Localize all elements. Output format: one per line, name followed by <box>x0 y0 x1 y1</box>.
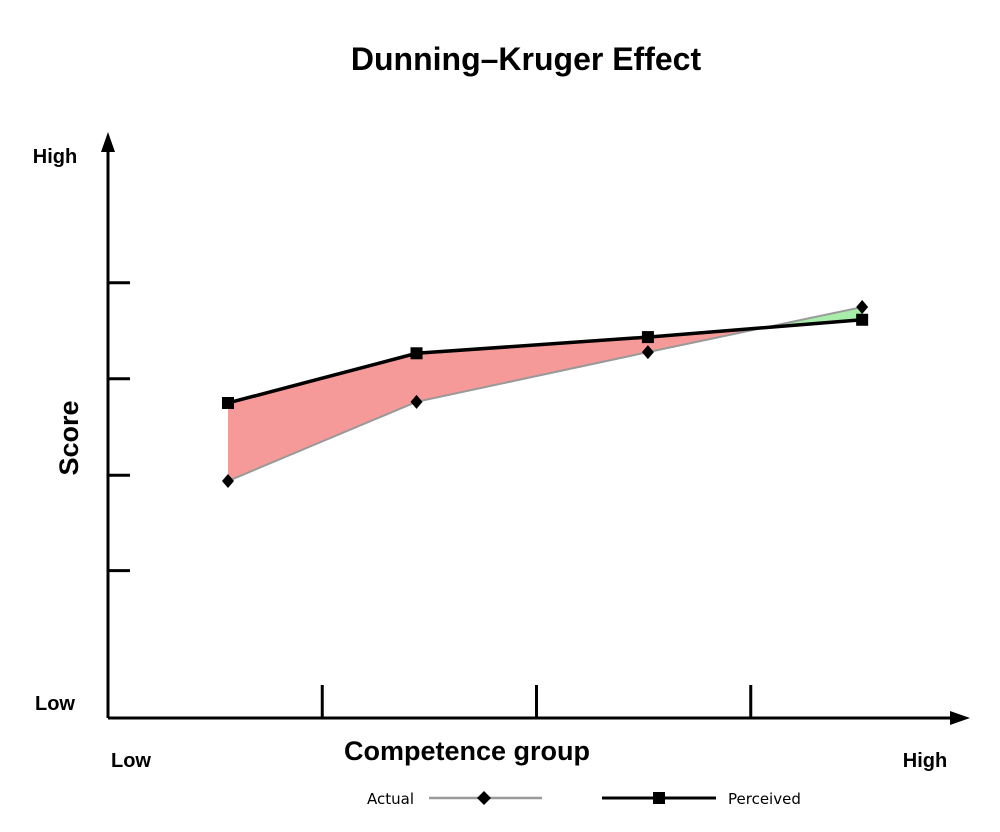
legend-label-perceived: Perceived <box>728 790 801 808</box>
series-line-perceived <box>227 318 863 405</box>
x-axis-title: Competence group <box>344 736 590 766</box>
legend-marker-perceived <box>653 792 665 804</box>
y-axis-title: Score <box>54 400 84 475</box>
x-high-label: High <box>903 750 947 772</box>
y-low-label: Low <box>35 693 75 715</box>
legend-label-actual: Actual <box>367 790 414 808</box>
legend-marker-actual <box>477 791 491 805</box>
data-point-perceived <box>410 347 423 360</box>
data-point-perceived <box>856 313 869 326</box>
data-point-perceived <box>221 396 234 409</box>
data-point-actual <box>410 394 423 409</box>
gap-area <box>227 353 417 482</box>
x-low-label: Low <box>111 750 151 772</box>
y-high-label: High <box>33 146 77 168</box>
data-point-actual <box>641 345 654 360</box>
chart-title: Dunning–Kruger Effect <box>351 41 702 77</box>
x-axis-arrow <box>950 711 970 725</box>
data-point-perceived <box>641 331 654 344</box>
legend: Actual Perceived <box>367 790 801 808</box>
data-point-actual <box>856 300 869 315</box>
gap-area <box>416 337 648 402</box>
y-axis-arrow <box>101 132 115 152</box>
data-point-actual <box>221 474 234 489</box>
